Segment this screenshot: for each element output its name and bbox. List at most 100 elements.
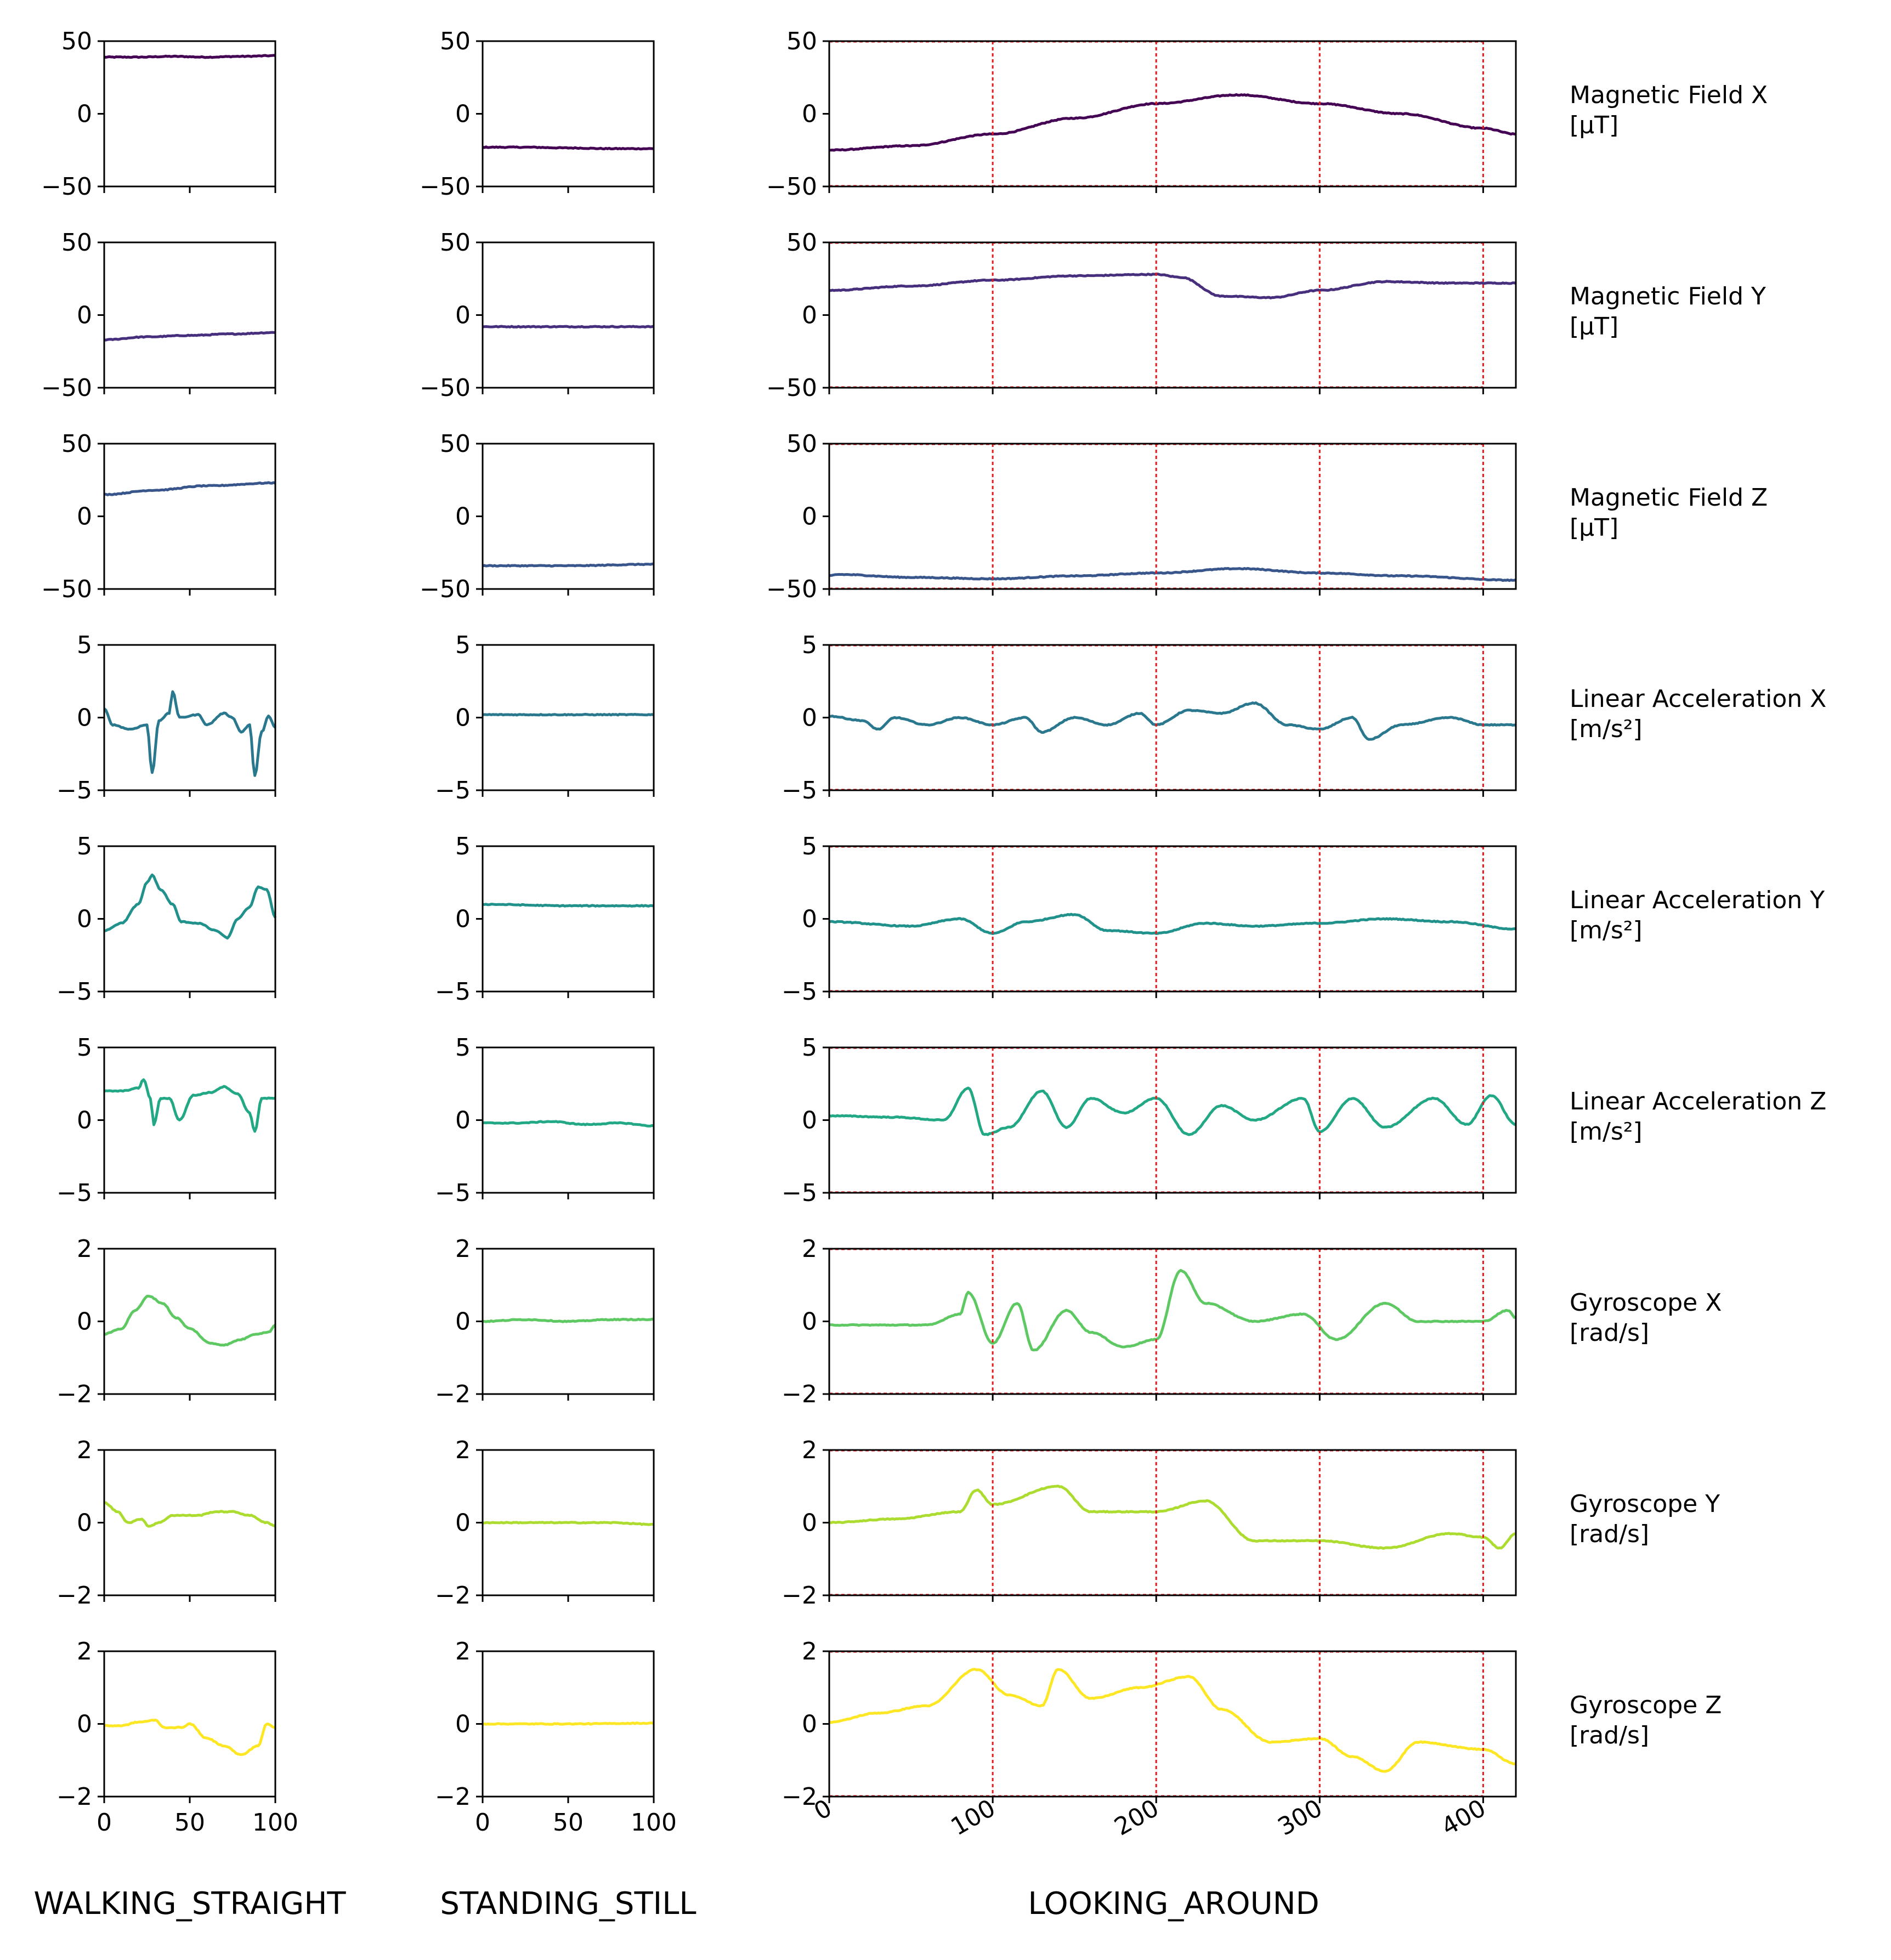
row-unit: [µT] [1570, 514, 1618, 542]
y-tick-label: 0 [802, 1107, 817, 1135]
panel-look-row-5: 5 0 −5 [782, 832, 1517, 1006]
row-unit: [m/s²] [1570, 715, 1643, 743]
y-tick-label: −50 [41, 575, 92, 603]
panel-walk-row-1: 50 0 −50 [41, 27, 276, 201]
y-tick-label: 0 [77, 503, 92, 531]
y-tick-label: −5 [56, 978, 92, 1006]
y-tick-label: 0 [455, 1509, 471, 1537]
y-tick-label: 0 [77, 1107, 92, 1135]
column-title-walk: WALKING_STRAIGHT [33, 1886, 346, 1922]
y-tick-label: 2 [77, 1436, 92, 1464]
y-tick-label: −2 [782, 1582, 817, 1610]
y-tick-label: 2 [455, 1638, 471, 1666]
panel-walk-row-7: 2 0 −2 [56, 1235, 276, 1408]
series-line-walk-row-2 [104, 331, 276, 342]
y-tick-label: −5 [782, 1179, 817, 1207]
x-tick-label: 100 [252, 1809, 298, 1837]
y-tick-label: −5 [435, 978, 471, 1006]
panel-stand-row-7: 2 0 −2 [435, 1235, 655, 1408]
row-label: Magnetic Field X [1570, 81, 1768, 109]
y-tick-label: 0 [802, 1710, 817, 1738]
series-line-look-row-2 [829, 273, 1516, 299]
y-tick-label: 2 [802, 1235, 817, 1263]
panel-stand-row-4: 5 0 −5 [435, 631, 655, 805]
y-tick-label: −50 [766, 575, 817, 603]
y-tick-label: 0 [802, 100, 817, 128]
column-title-stand: STANDING_STILL [440, 1886, 696, 1922]
y-tick-label: 0 [77, 100, 92, 128]
series-line-look-row-7 [829, 1268, 1516, 1352]
y-tick-label: −2 [435, 1380, 471, 1408]
y-tick-label: 50 [440, 430, 471, 458]
y-tick-label: −2 [782, 1380, 817, 1408]
y-tick-label: −50 [766, 374, 817, 402]
x-tick-label: 50 [174, 1809, 205, 1837]
panel-look-row-3: 50 0 −50 [766, 430, 1517, 603]
y-tick-label: −2 [435, 1582, 471, 1610]
panel-look-row-2: 50 0 −50 [766, 229, 1517, 402]
panel-walk-row-6: 5 0 −5 [56, 1034, 276, 1207]
series-line-look-row-4 [829, 701, 1516, 741]
y-tick-label: 0 [455, 905, 471, 933]
series-line-walk-row-5 [104, 873, 277, 940]
y-tick-label: 2 [77, 1638, 92, 1666]
y-tick-label: 50 [786, 229, 817, 257]
y-tick-label: 2 [455, 1235, 471, 1263]
series-line-look-row-5 [829, 913, 1516, 935]
row-label: Gyroscope Y [1570, 1490, 1720, 1518]
series-line-stand-row-5 [482, 903, 654, 908]
series-line-look-row-8 [829, 1485, 1516, 1550]
y-tick-label: 2 [802, 1638, 817, 1666]
y-tick-label: 50 [61, 430, 92, 458]
series-line-stand-row-6 [482, 1120, 654, 1128]
y-tick-label: 0 [455, 302, 471, 330]
panel-look-row-4: 5 0 −5 [782, 631, 1517, 805]
y-tick-label: 5 [77, 832, 92, 860]
y-tick-label: 0 [802, 704, 817, 732]
row-unit: [m/s²] [1570, 916, 1643, 944]
x-tick-label: 0 [475, 1809, 490, 1837]
panel-walk-row-8: 2 0 −2 [56, 1436, 276, 1610]
y-tick-label: −5 [435, 1179, 471, 1207]
y-tick-label: 5 [77, 631, 92, 659]
series-line-stand-row-9 [482, 1721, 654, 1726]
y-tick-label: 50 [440, 27, 471, 55]
y-tick-label: 0 [455, 503, 471, 531]
y-tick-label: 50 [786, 430, 817, 458]
y-tick-label: −2 [56, 1582, 92, 1610]
panel-stand-row-5: 5 0 −5 [435, 832, 655, 1006]
series-line-walk-row-1 [104, 54, 276, 59]
panel-walk-row-9: 20−20 50 100 [56, 1638, 298, 1837]
y-tick-label: −5 [435, 777, 471, 805]
row-label: Linear Acceleration Z [1570, 1087, 1826, 1115]
y-tick-label: −2 [56, 1380, 92, 1408]
y-tick-label: −5 [782, 777, 817, 805]
y-tick-label: 5 [455, 1034, 471, 1062]
y-tick-label: 0 [802, 1509, 817, 1537]
y-tick-label: 0 [802, 905, 817, 933]
y-tick-label: 0 [455, 704, 471, 732]
y-tick-label: 0 [77, 1710, 92, 1738]
y-tick-label: 5 [802, 1034, 817, 1062]
row-unit: [µT] [1570, 111, 1618, 139]
series-line-walk-row-6 [104, 1078, 276, 1133]
x-tick-label: 0 [97, 1809, 112, 1837]
panel-look-row-6: 5 0 −5 [782, 1034, 1517, 1207]
row-label: Magnetic Field Z [1570, 484, 1768, 512]
y-tick-label: −2 [782, 1783, 817, 1811]
panel-look-row-8: 2 0 −2 [782, 1436, 1517, 1610]
y-tick-label: 2 [455, 1436, 471, 1464]
series-line-walk-row-7 [104, 1295, 276, 1347]
y-tick-label: 0 [77, 905, 92, 933]
panel-stand-row-2: 50 0 −50 [420, 229, 655, 402]
y-tick-label: 50 [440, 229, 471, 257]
y-tick-label: 50 [61, 229, 92, 257]
series-line-walk-row-4 [103, 690, 276, 777]
y-tick-label: 50 [786, 27, 817, 55]
y-tick-label: 5 [455, 832, 471, 860]
y-tick-label: −2 [435, 1783, 471, 1811]
series-line-look-row-1 [829, 93, 1516, 152]
y-tick-label: 2 [77, 1235, 92, 1263]
panel-walk-row-2: 50 0 −50 [41, 229, 276, 402]
